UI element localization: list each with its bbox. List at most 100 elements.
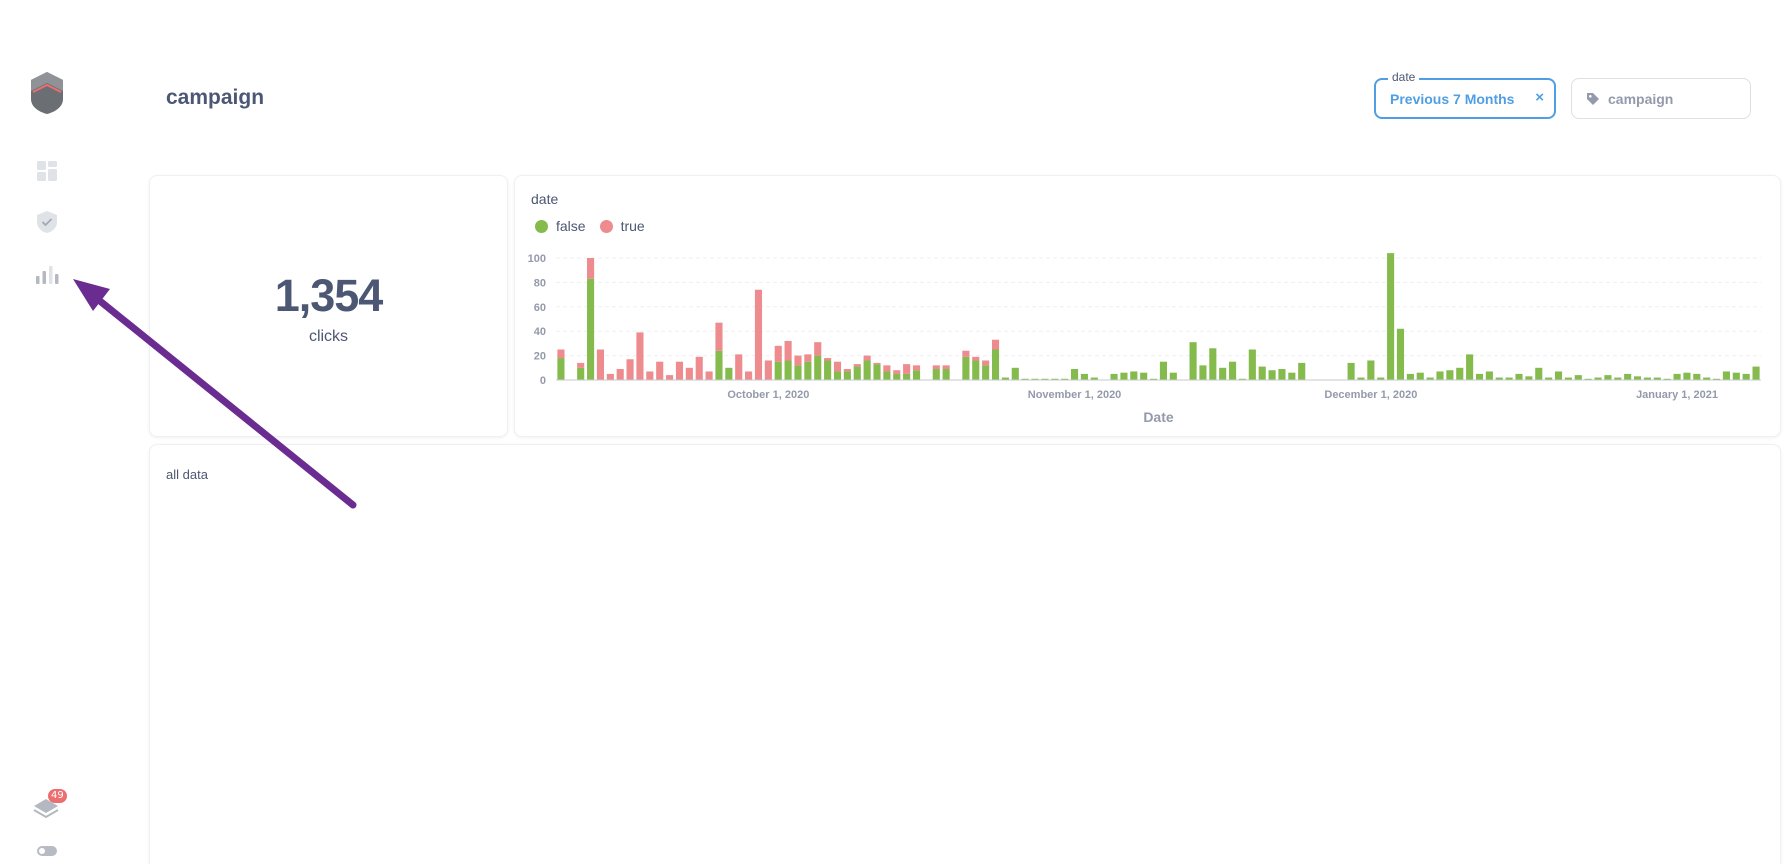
bar-true: [745, 371, 753, 380]
bar-true: [656, 361, 664, 380]
bar-false: [1722, 371, 1730, 380]
scalar-label: clicks: [308, 328, 349, 345]
bar-true: [824, 358, 832, 361]
clicks-scalar-card[interactable]: 1,354 clicks: [149, 175, 508, 437]
bar-false: [1367, 360, 1375, 380]
bar-false: [1554, 371, 1563, 380]
bar-chart-icon[interactable]: [33, 260, 61, 288]
bar-false: [1475, 373, 1484, 380]
bar-true: [982, 360, 990, 366]
bar-true: [695, 356, 703, 380]
bar-false: [1258, 366, 1266, 380]
bar-true: [903, 364, 911, 374]
y-tick-label: 100: [528, 253, 546, 265]
bar-false: [1110, 373, 1118, 380]
bar-false: [1268, 370, 1276, 380]
bar-false: [1712, 378, 1721, 380]
bar-false: [863, 360, 871, 380]
bar-false: [784, 360, 792, 380]
bar-false: [1535, 367, 1543, 380]
bar-false: [1229, 361, 1237, 380]
bar-false: [1070, 369, 1079, 380]
bar-false: [1515, 373, 1523, 380]
bar-true: [843, 369, 851, 372]
bar-false: [1150, 378, 1158, 380]
shield-check-icon[interactable]: [33, 208, 61, 236]
bar-true: [596, 349, 605, 380]
bar-false: [774, 361, 782, 380]
x-tick-label: December 1, 2020: [1324, 389, 1417, 401]
shield-logo-icon[interactable]: [29, 71, 65, 115]
bar-false: [1041, 378, 1049, 380]
bar-false: [853, 366, 861, 380]
bar-true: [833, 361, 842, 372]
bar-true: [636, 332, 644, 380]
bar-false: [1130, 371, 1138, 380]
bar-false: [1624, 373, 1632, 380]
bar-false: [1732, 372, 1740, 380]
bar-false: [1090, 377, 1098, 380]
bar-false: [715, 350, 723, 380]
bar-true: [577, 362, 585, 368]
bar-false: [1238, 378, 1247, 380]
bar-true: [557, 349, 565, 359]
page-title: campaign: [166, 86, 265, 109]
close-icon[interactable]: ×: [1535, 89, 1544, 106]
bar-true: [715, 322, 723, 351]
notifications-button[interactable]: 49: [33, 789, 67, 822]
bar-false: [577, 367, 585, 380]
bar-false: [1199, 365, 1207, 380]
bar-true: [893, 370, 901, 374]
bar-false: [942, 369, 950, 380]
bar-false: [1377, 377, 1385, 380]
bar-true: [991, 339, 1000, 350]
date-chart-card[interactable]: date false true 0 20 40 60 80 100 October 1, 2…: [514, 175, 1781, 437]
campaign-filter[interactable]: campaign: [1571, 78, 1751, 119]
bar-false: [1545, 377, 1553, 380]
bar-false: [903, 373, 911, 380]
bar-true: [685, 367, 693, 380]
bar-false: [1248, 349, 1256, 380]
toggle-icon[interactable]: [37, 846, 57, 856]
bar-chart: 0 20 40 60 80 100 October 1, 2020 November 1, 2…: [528, 253, 1761, 425]
bar-false: [1643, 377, 1651, 380]
bar-true: [784, 340, 792, 361]
bar-true: [883, 365, 891, 372]
y-tick-label: 40: [534, 326, 546, 338]
bar-false: [1426, 377, 1434, 380]
bar-false: [1159, 361, 1167, 380]
all-data-card[interactable]: all data: [149, 444, 1781, 864]
dashboard-icon[interactable]: [33, 157, 61, 185]
bar-true: [666, 375, 674, 380]
campaign-filter-placeholder: campaign: [1608, 91, 1674, 107]
bar-true: [646, 371, 654, 380]
bar-false: [1633, 376, 1642, 380]
bar-false: [1219, 367, 1227, 380]
legend-label-false: false: [556, 218, 586, 234]
bar-true: [962, 350, 970, 357]
bar-false: [1001, 377, 1009, 380]
bar-true: [735, 354, 743, 380]
date-filter[interactable]: date Previous 7 Months ×: [1374, 70, 1556, 119]
bar-false: [833, 371, 842, 380]
x-tick-label: October 1, 2020: [727, 389, 809, 401]
bar-false: [587, 278, 595, 380]
legend-item-false[interactable]: false: [535, 218, 586, 234]
bar-false: [1594, 377, 1602, 380]
bar-false: [1278, 369, 1286, 380]
bar-false: [1752, 366, 1760, 380]
bar-false: [972, 360, 980, 380]
y-tick-label: 20: [534, 351, 546, 363]
x-tick-label: November 1, 2020: [1028, 389, 1122, 401]
bar-true: [705, 371, 713, 380]
bar-false: [1011, 367, 1019, 380]
legend-item-true[interactable]: true: [599, 218, 645, 234]
bar-true: [853, 364, 861, 367]
bar-false: [1584, 378, 1592, 380]
bar-false: [1574, 375, 1582, 380]
bar-false: [1051, 378, 1059, 380]
y-tick-label: 0: [540, 375, 546, 387]
bar-false: [1673, 373, 1681, 380]
bar-false: [1169, 372, 1177, 380]
bar-false: [1456, 367, 1464, 380]
